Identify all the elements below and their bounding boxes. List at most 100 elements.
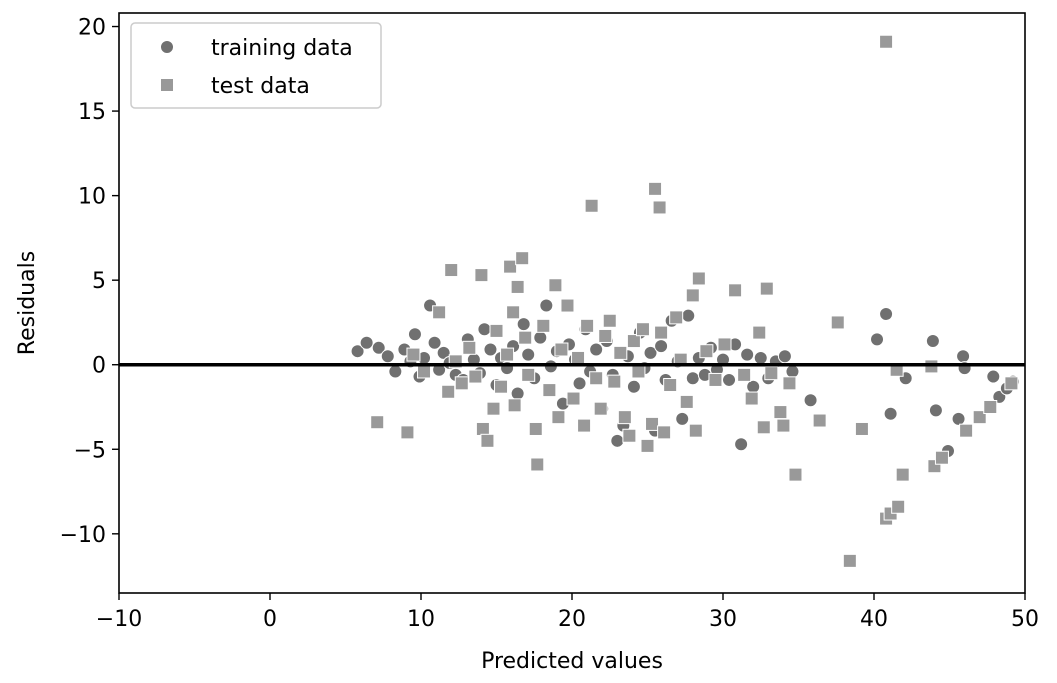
- y-tick-label: −5: [74, 438, 106, 463]
- test-point: [507, 398, 522, 413]
- training-point: [510, 386, 525, 401]
- x-tick-label: 40: [860, 607, 888, 632]
- test-point: [626, 334, 641, 349]
- training-point: [675, 411, 690, 426]
- test-point: [589, 371, 604, 386]
- test-point: [842, 553, 857, 568]
- training-point: [350, 344, 365, 359]
- training-point: [803, 393, 818, 408]
- test-point: [959, 423, 974, 438]
- training-point: [436, 345, 451, 360]
- test-point: [788, 467, 803, 482]
- test-point: [654, 325, 669, 340]
- training-point: [654, 339, 669, 354]
- training-point: [483, 342, 498, 357]
- training-point: [785, 364, 800, 379]
- data-points: [350, 34, 1020, 568]
- test-point: [613, 345, 628, 360]
- training-point: [427, 335, 442, 350]
- test-point: [645, 416, 660, 431]
- test-point: [551, 410, 566, 425]
- training-point: [626, 379, 641, 394]
- test-point: [607, 374, 622, 389]
- test-point: [640, 438, 655, 453]
- test-point: [406, 347, 421, 362]
- test-point: [773, 405, 788, 420]
- test-point: [560, 298, 575, 313]
- x-tick-label: 0: [263, 607, 277, 632]
- legend-label-training: training data: [211, 36, 353, 61]
- test-point: [854, 421, 869, 436]
- training-point: [681, 308, 696, 323]
- test-point: [737, 367, 752, 382]
- test-point: [756, 420, 771, 435]
- test-point: [617, 410, 632, 425]
- training-point: [734, 437, 749, 452]
- test-point: [752, 325, 767, 340]
- y-axis-ticks: −10 −5 0 5 10 15 20: [60, 16, 119, 548]
- training-point: [533, 330, 548, 345]
- test-point: [663, 378, 678, 393]
- legend-marker-test: [160, 78, 174, 92]
- test-point: [480, 433, 495, 448]
- test-point: [474, 268, 489, 283]
- test-point: [500, 347, 515, 362]
- y-tick-label: 5: [92, 269, 106, 294]
- test-point: [454, 376, 469, 391]
- test-point: [631, 364, 646, 379]
- test-point: [542, 383, 557, 398]
- test-point: [580, 318, 595, 333]
- test-point: [602, 313, 617, 328]
- test-point: [489, 323, 504, 338]
- training-point: [928, 403, 943, 418]
- test-point: [370, 415, 385, 430]
- test-point: [444, 263, 459, 278]
- x-axis-title: Predicted values: [481, 649, 663, 674]
- test-point: [744, 391, 759, 406]
- x-tick-label: −10: [96, 607, 142, 632]
- training-point: [777, 349, 792, 364]
- test-point: [441, 384, 456, 399]
- test-point: [468, 369, 483, 384]
- test-point: [657, 425, 672, 440]
- training-point: [589, 342, 604, 357]
- x-axis-ticks: −10 0 10 20 30 40 50: [96, 593, 1039, 632]
- test-point: [652, 200, 667, 215]
- test-point: [1004, 376, 1019, 391]
- training-point: [740, 347, 755, 362]
- training-point: [925, 334, 940, 349]
- test-point: [679, 394, 694, 409]
- test-point: [584, 198, 599, 213]
- training-point: [539, 298, 554, 313]
- test-point: [530, 457, 545, 472]
- test-point: [503, 259, 518, 274]
- test-point: [776, 418, 791, 433]
- test-point: [669, 310, 684, 325]
- y-tick-label: 20: [78, 16, 106, 41]
- test-point: [635, 322, 650, 337]
- test-point: [895, 467, 910, 482]
- test-point: [972, 410, 987, 425]
- test-point: [934, 450, 949, 465]
- test-point: [879, 34, 894, 49]
- y-tick-label: 0: [92, 354, 106, 379]
- test-point: [521, 367, 536, 382]
- y-axis-title: Residuals: [15, 251, 40, 355]
- y-tick-label: −10: [60, 523, 106, 548]
- test-point: [728, 283, 743, 298]
- x-tick-label: 30: [709, 607, 737, 632]
- test-point: [536, 318, 551, 333]
- test-point: [571, 350, 586, 365]
- test-point: [566, 391, 581, 406]
- training-point: [746, 379, 761, 394]
- test-point: [759, 281, 774, 296]
- training-point: [477, 322, 492, 337]
- test-point: [648, 181, 663, 196]
- test-point: [528, 421, 543, 436]
- training-point: [986, 369, 1001, 384]
- test-point: [685, 288, 700, 303]
- test-point: [518, 330, 533, 345]
- test-point: [622, 428, 637, 443]
- training-point: [359, 335, 374, 350]
